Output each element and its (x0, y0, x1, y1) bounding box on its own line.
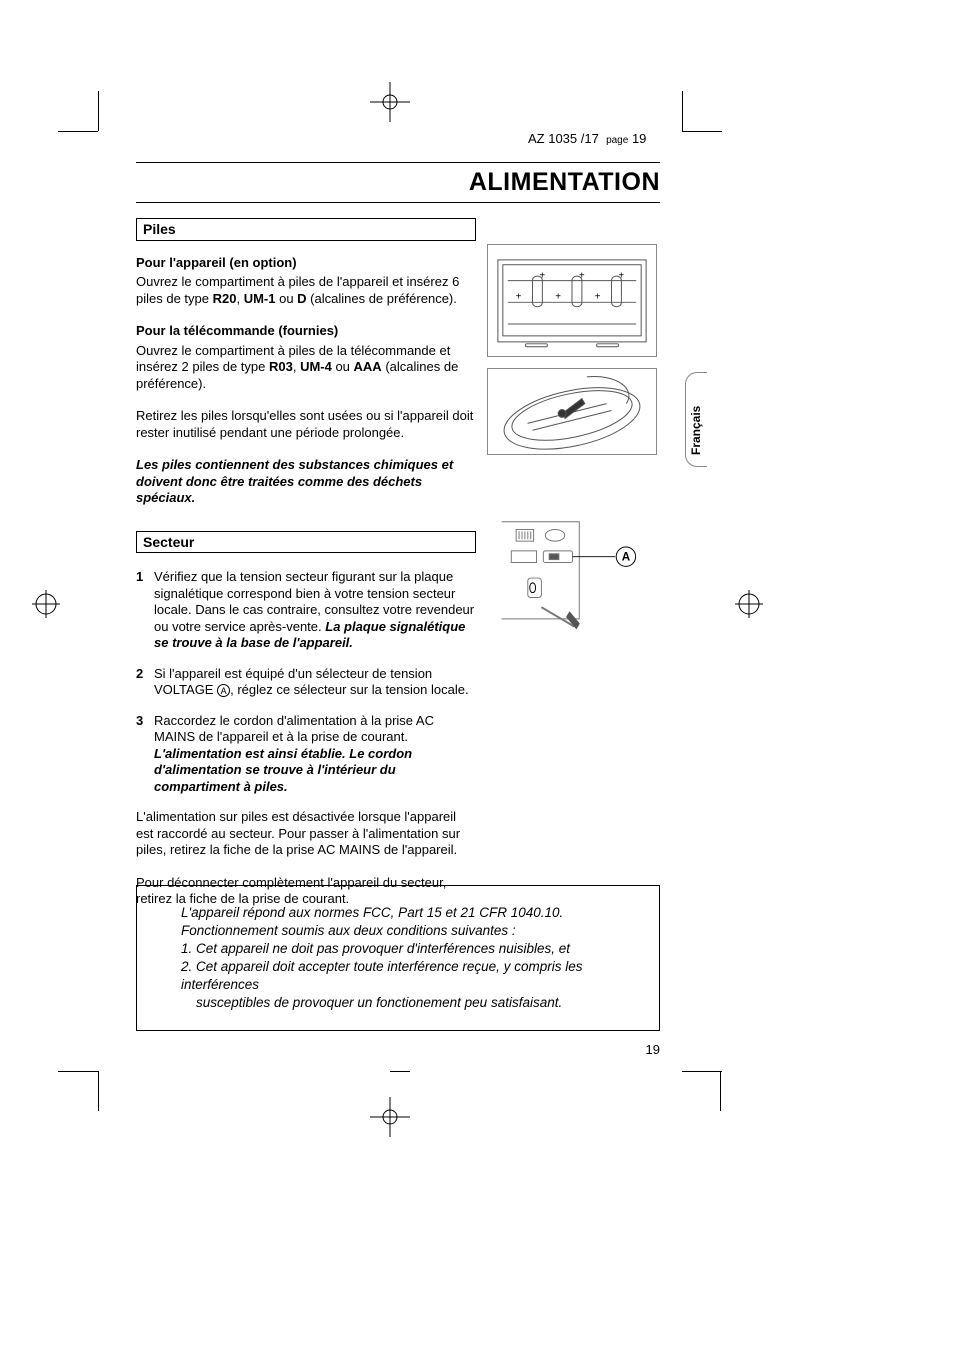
page-label: page (606, 135, 628, 146)
crop-mark (720, 1071, 721, 1111)
step-text: Vérifiez que la tension secteur figurant… (154, 569, 476, 652)
label-a-icon: A (217, 684, 230, 697)
step-text: Raccordez le cordon d'alimentation à la … (154, 713, 476, 796)
text: Raccordez le cordon d'alimentation à la … (154, 713, 434, 745)
body-column: Piles Pour l'appareil (en option) Ouvrez… (136, 218, 476, 908)
para: Ouvrez le compartiment à piles de l'appa… (136, 274, 476, 307)
text-bold: R20 (213, 291, 237, 306)
text: , (293, 359, 300, 374)
step-1: 1 Vérifiez que la tension secteur figura… (136, 569, 476, 652)
step-2: 2 Si l'appareil est équipé d'un sélecteu… (136, 666, 476, 699)
compliance-line: L'appareil répond aux normes FCC, Part 1… (181, 904, 615, 940)
fig-label-a: A (622, 551, 631, 564)
fold-mark-icon (370, 82, 410, 122)
language-label: Français (689, 406, 703, 455)
crop-mark (682, 1071, 722, 1072)
page-number-top: 19 (632, 131, 646, 146)
running-head: AZ 1035 /17 page 19 (528, 131, 646, 146)
registration-mark-icon (735, 590, 763, 618)
text-bold: R03 (269, 359, 293, 374)
para: Ouvrez le compartiment à piles de la tél… (136, 343, 476, 393)
compliance-line: 1. Cet appareil ne doit pas provoquer d'… (181, 940, 615, 958)
step-number: 2 (136, 666, 154, 699)
title-rule (136, 202, 660, 203)
text-bold: AAA (354, 359, 382, 374)
crop-mark (98, 91, 99, 131)
language-tab: Français (685, 372, 707, 467)
svg-text:+: + (579, 271, 585, 282)
fold-mark-icon (370, 1097, 410, 1137)
crop-mark (98, 1071, 99, 1111)
crop-mark (390, 1071, 410, 1072)
warning-text: Les piles contiennent des substances chi… (136, 457, 476, 507)
text: (alcalines de préférence). (307, 291, 457, 306)
crop-mark (682, 131, 722, 132)
step-number: 3 (136, 713, 154, 796)
registration-mark-icon (32, 590, 60, 618)
crop-mark (58, 131, 98, 132)
subhead-telecommande: Pour la télécommande (fournies) (136, 323, 476, 340)
figure-remote-batteries (487, 368, 657, 455)
svg-text:+: + (595, 291, 601, 302)
text-bold: UM-4 (300, 359, 332, 374)
steps-list: 1 Vérifiez que la tension secteur figura… (136, 569, 476, 795)
text: ou (332, 359, 354, 374)
step-text: Si l'appareil est équipé d'un sélecteur … (154, 666, 476, 699)
step-3: 3 Raccordez le cordon d'alimentation à l… (136, 713, 476, 796)
svg-text:+: + (516, 291, 522, 302)
subhead-appareil: Pour l'appareil (en option) (136, 255, 476, 272)
page-number-bottom: 19 (646, 1042, 660, 1057)
text: ou (275, 291, 297, 306)
section-heading-piles: Piles (136, 218, 476, 241)
text-bold-italic: L'alimentation est ainsi établie. Le cor… (154, 746, 412, 794)
step-number: 1 (136, 569, 154, 652)
svg-text:+: + (539, 271, 545, 282)
figure-battery-compartment: + + + + + + (487, 244, 657, 357)
crop-mark (58, 1071, 98, 1072)
compliance-line: 2. Cet appareil doit accepter toute inte… (181, 958, 615, 994)
title-rule (136, 162, 660, 163)
manual-page: AZ 1035 /17 page 19 ALIMENTATION Piles P… (0, 0, 954, 1351)
para: Retirez les piles lorsqu'elles sont usée… (136, 408, 476, 441)
compliance-box: L'appareil répond aux normes FCC, Part 1… (136, 885, 660, 1031)
page-title: ALIMENTATION (160, 168, 660, 197)
model-number: AZ 1035 /17 (528, 131, 599, 146)
text: , réglez ce sélecteur sur la tension loc… (230, 682, 468, 697)
section-heading-secteur: Secteur (136, 531, 476, 554)
svg-text:+: + (555, 291, 561, 302)
crop-mark (682, 91, 683, 131)
text: , (236, 291, 243, 306)
compliance-line: susceptibles de provoquer un fonctioneme… (181, 994, 615, 1012)
text-bold: UM-1 (244, 291, 276, 306)
para: L'alimentation sur piles est désactivée … (136, 809, 476, 859)
figure-voltage-selector: A (487, 512, 657, 632)
text-bold: D (297, 291, 306, 306)
svg-text:+: + (618, 271, 624, 282)
